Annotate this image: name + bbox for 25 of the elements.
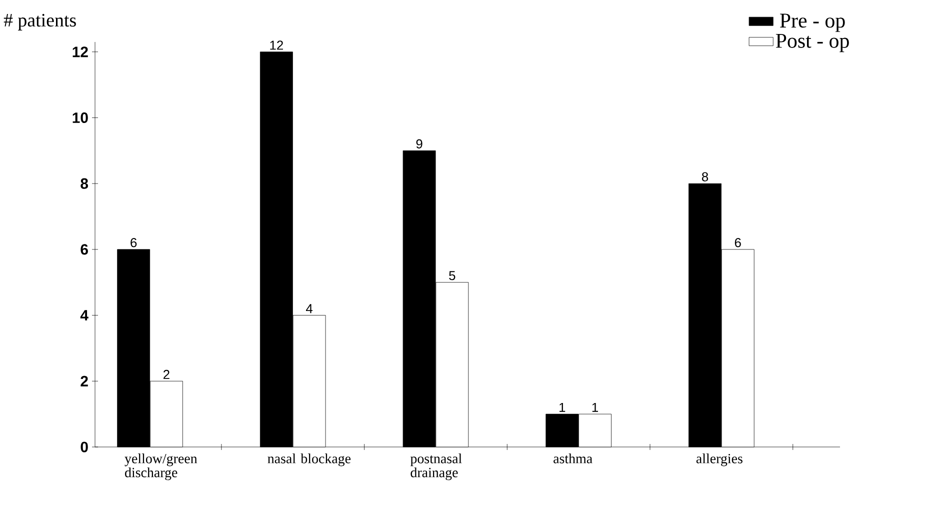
x-tick-label: allergies: [696, 453, 742, 466]
y-tick-label: 0: [80, 442, 88, 452]
data-label: 4: [306, 304, 313, 314]
y-tick-label: 6: [80, 244, 88, 255]
data-label: 1: [592, 402, 598, 412]
legend-label: Post - op: [776, 34, 849, 52]
data-label: 12: [270, 40, 283, 50]
y-tick-label: 8: [80, 178, 88, 189]
data-label: 2: [163, 370, 170, 379]
x-tick-label: yellow/green discharge: [124, 453, 198, 480]
data-label: 9: [416, 139, 422, 148]
legend-label: Pre - op: [780, 14, 845, 32]
y-tick-label: 10: [72, 112, 88, 123]
y-axis-title: # patients: [4, 14, 76, 30]
data-label: 6: [130, 238, 137, 248]
data-label: 5: [449, 271, 456, 280]
x-tick-label: asthma: [554, 453, 592, 464]
y-tick-label: 4: [80, 310, 88, 320]
y-tick-label: 12: [72, 46, 88, 58]
data-label: 1: [560, 402, 566, 412]
x-tick-label: nasal blockage: [268, 453, 351, 466]
data-label: 8: [702, 172, 708, 182]
data-label: 6: [734, 238, 741, 248]
y-tick-label: 2: [80, 376, 88, 386]
x-tick-label: postnasal drainage: [410, 453, 462, 480]
